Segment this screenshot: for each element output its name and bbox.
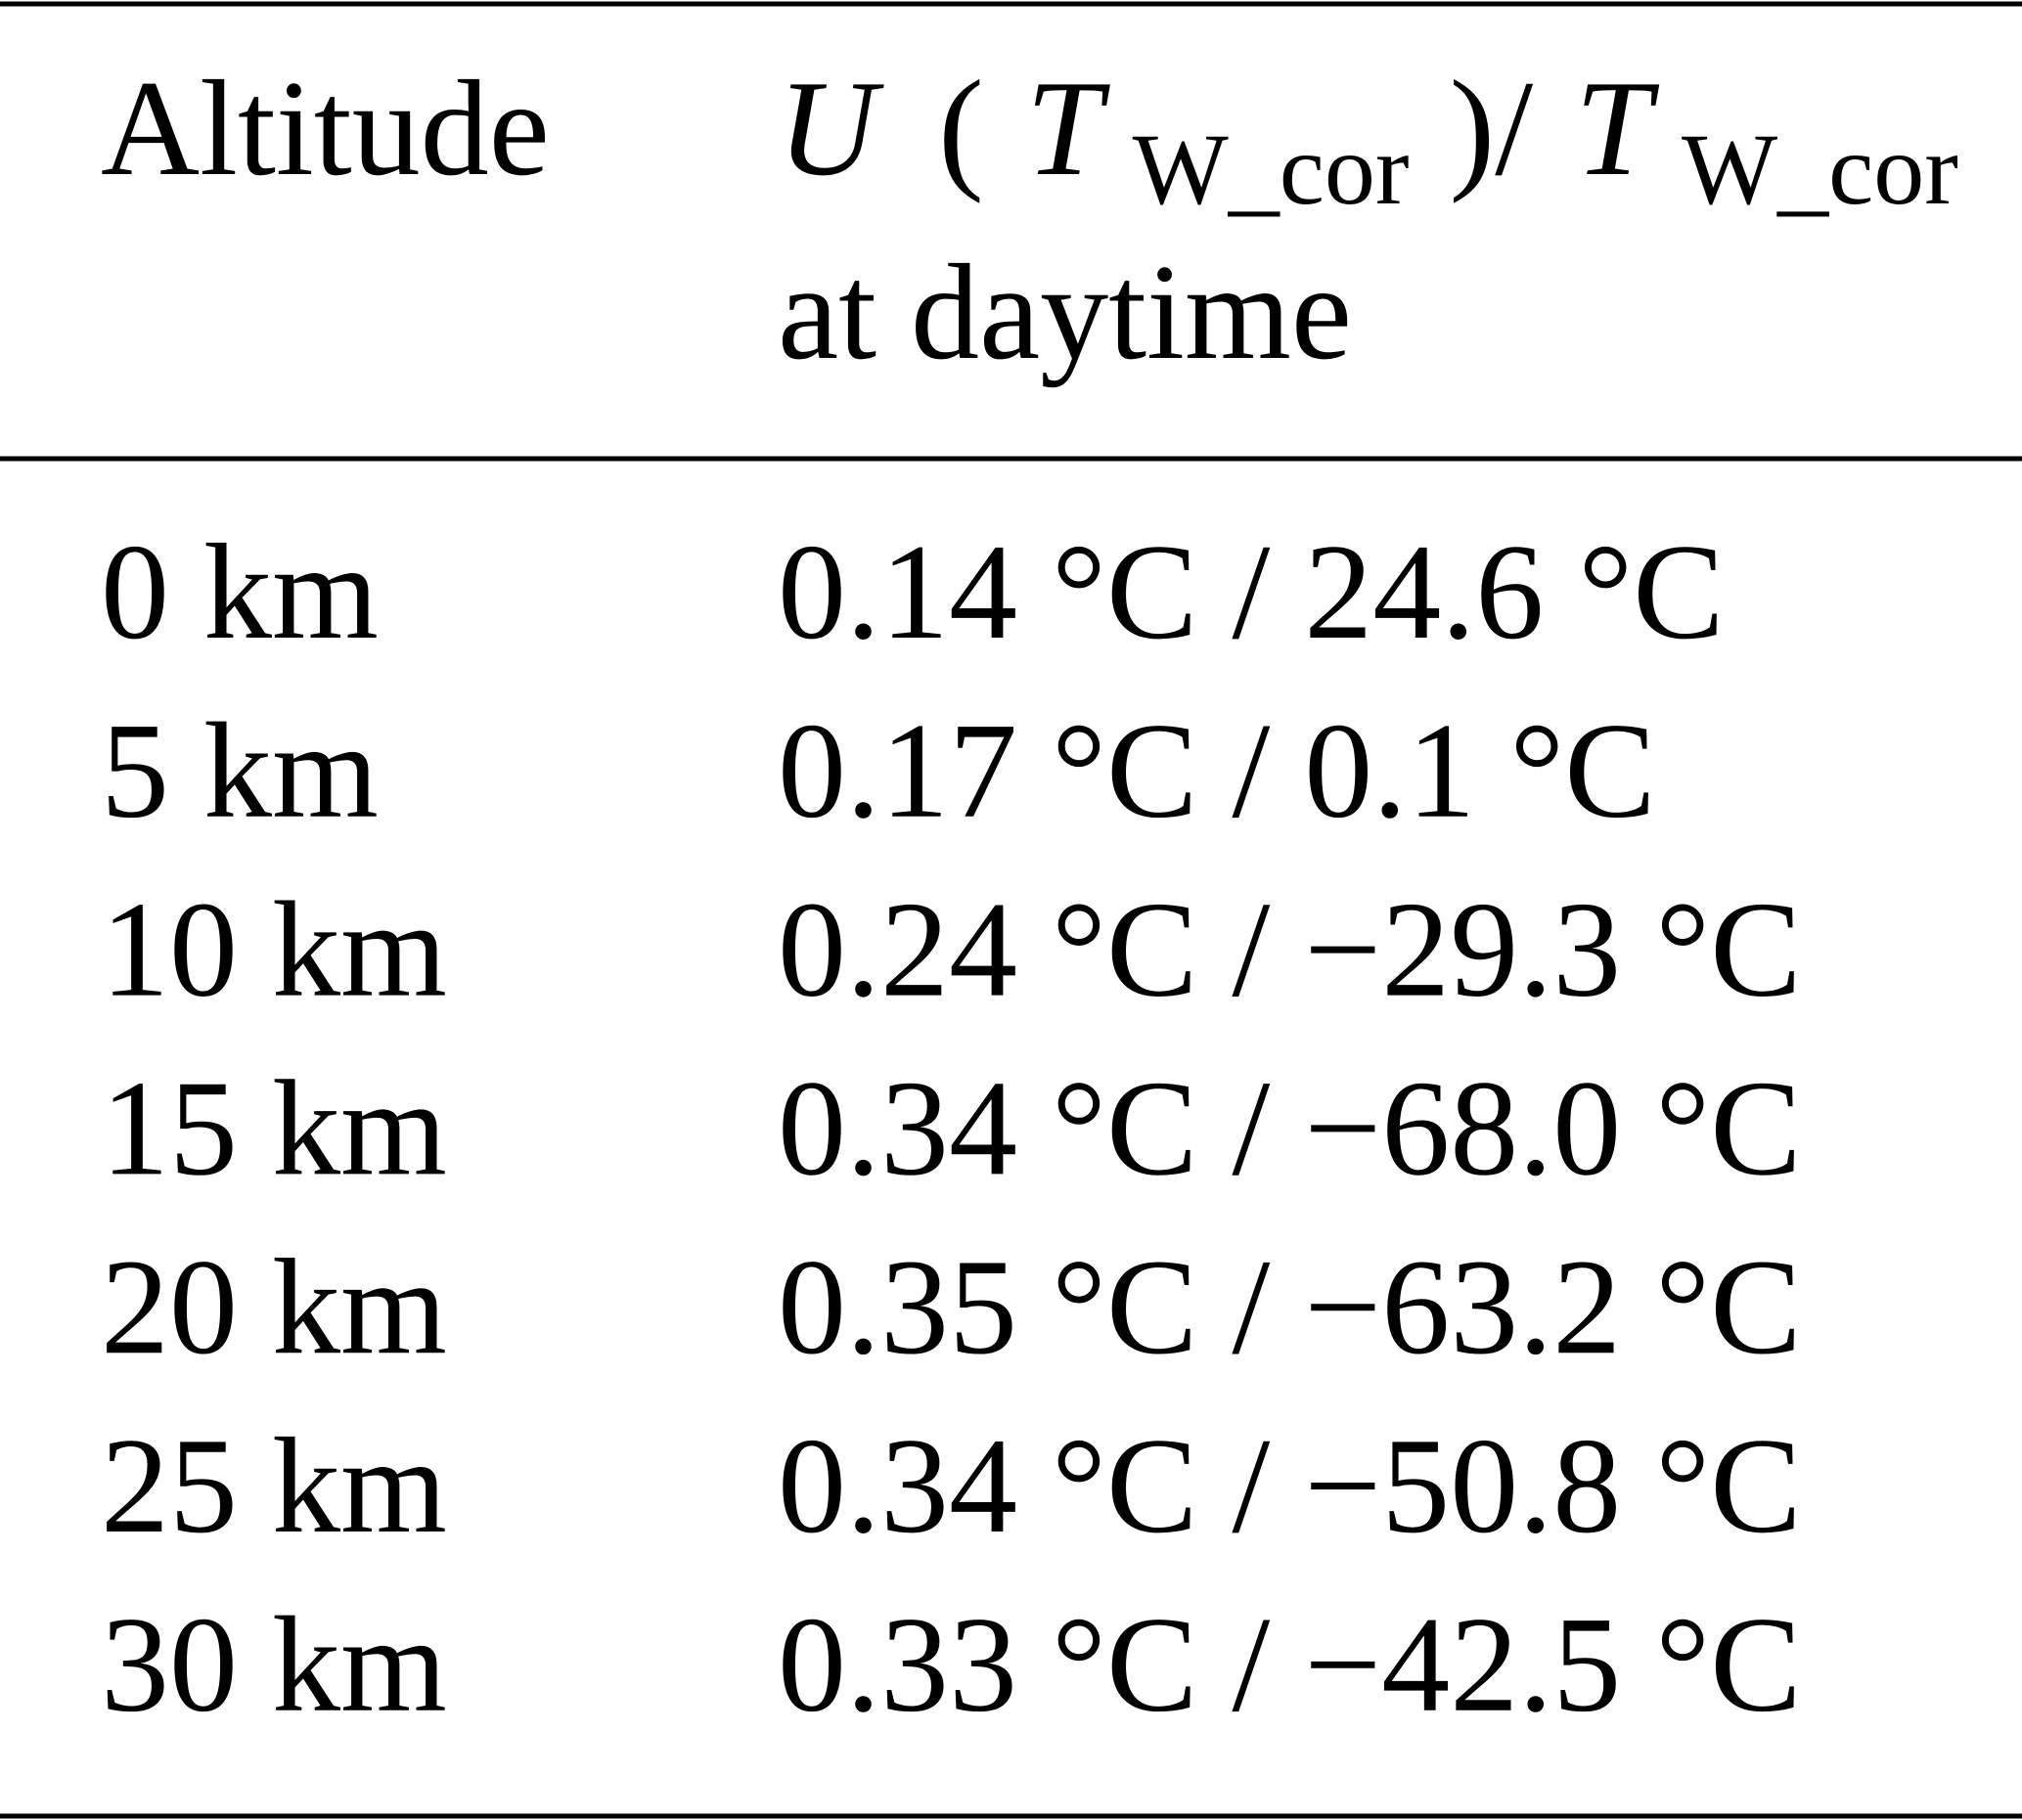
- altitude-cell: 10 km: [101, 874, 447, 1026]
- altitude-cell: 5 km: [101, 695, 379, 847]
- altitude-cell: 30 km: [101, 1589, 447, 1741]
- header-subscript: W_cor: [1682, 113, 1958, 226]
- header-symbol: )/: [1450, 53, 1534, 204]
- header-symbol: (: [938, 53, 984, 204]
- uncertainty-cell: 0.33 °C / −42.5 °C: [778, 1589, 1802, 1741]
- uncertainty-cell: 0.17 °C / 0.1 °C: [778, 695, 1656, 847]
- uncertainty-cell: 0.34 °C / −50.8 °C: [778, 1410, 1802, 1562]
- header-cell: U ( T W_cor )/ T W_cor: [778, 53, 1958, 234]
- header-symbol: U: [778, 53, 884, 204]
- uncertainty-cell: 0.24 °C / −29.3 °C: [778, 874, 1802, 1026]
- uncertainty-cell: 0.35 °C / −63.2 °C: [778, 1231, 1802, 1383]
- header-symbol: T: [1575, 53, 1660, 204]
- uncertainty-cell: 0.34 °C / −68.0 °C: [778, 1052, 1802, 1204]
- uncertainty-cell: 0.14 °C / 24.6 °C: [778, 516, 1725, 668]
- altitude-cell: 15 km: [101, 1052, 447, 1204]
- header-cell: Altitude: [101, 53, 550, 204]
- altitude-cell: 25 km: [101, 1410, 447, 1562]
- header-cell: at daytime: [778, 237, 1352, 388]
- altitude-cell: 0 km: [101, 516, 379, 668]
- altitude-cell: 20 km: [101, 1231, 447, 1383]
- header-subscript: W_cor: [1133, 113, 1410, 226]
- header-symbol: T: [1026, 53, 1111, 204]
